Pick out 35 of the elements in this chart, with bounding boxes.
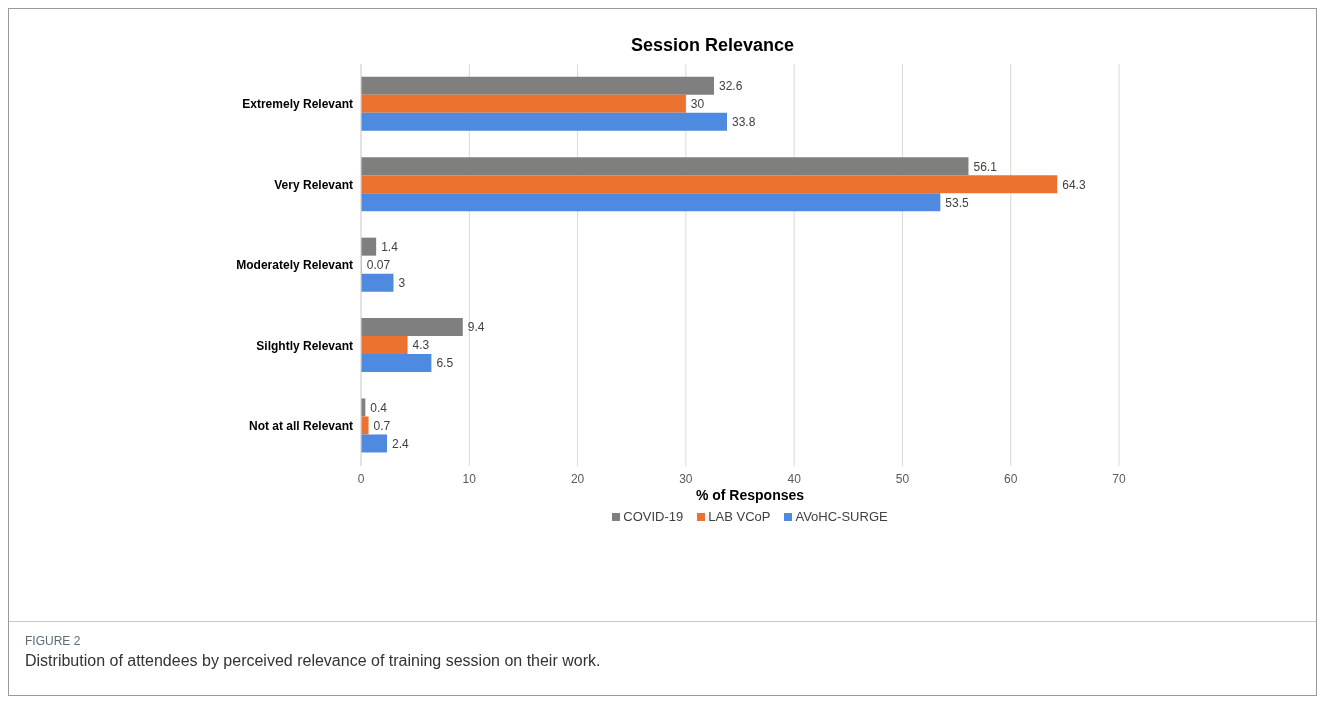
- text: Distribution of attendees by perceived relevance of training session on their work.: [25, 652, 602, 670]
- chart-title: Session Relevance: [629, 35, 796, 56]
- data-label: 56.1: [973, 159, 998, 174]
- data-label: 53.5: [945, 195, 970, 210]
- data-label: 3: [398, 275, 406, 290]
- x-tick-label: 60: [1004, 471, 1018, 486]
- x-tick-label: 40: [787, 471, 802, 486]
- data-label: 32.6: [719, 79, 743, 94]
- x-tick-label: 70: [1112, 471, 1126, 486]
- y-tick-label: Not at all Relevant: [248, 419, 353, 434]
- caption: FIGURE 2: [25, 634, 82, 648]
- data-label: 1.4: [381, 239, 399, 254]
- y-tick-label: Very Relevant: [274, 177, 353, 192]
- data-label: 9.4: [467, 320, 485, 335]
- data-label: 4.3: [412, 338, 430, 353]
- data-label: 0.7: [373, 418, 391, 433]
- legend-label: COVID-19: [622, 509, 684, 524]
- data-label: 6.5: [436, 356, 454, 371]
- y-tick-label: Extremely Relevant: [242, 97, 353, 112]
- data-label: 0.4: [370, 400, 388, 415]
- data-label: 2.4: [391, 436, 409, 451]
- x-tick-label: 0: [357, 471, 365, 486]
- data-label: 0.07: [366, 257, 391, 272]
- x-axis-title: % of Responses: [694, 487, 806, 503]
- legend-label: AVoHC-SURGE: [794, 509, 888, 524]
- data-label: 64.3: [1062, 177, 1086, 192]
- x-tick-label: 10: [462, 471, 477, 486]
- y-tick-label: Moderately Relevant: [236, 258, 353, 273]
- x-tick-label: 50: [895, 471, 910, 486]
- x-tick-label: 20: [570, 471, 585, 486]
- data-label: 30: [690, 97, 705, 112]
- y-tick-label: Silghtly Relevant: [256, 338, 353, 353]
- data-label: 33.8: [732, 115, 756, 130]
- x-tick-label: 30: [679, 471, 693, 486]
- legend-label: LAB VCoP: [707, 509, 771, 524]
